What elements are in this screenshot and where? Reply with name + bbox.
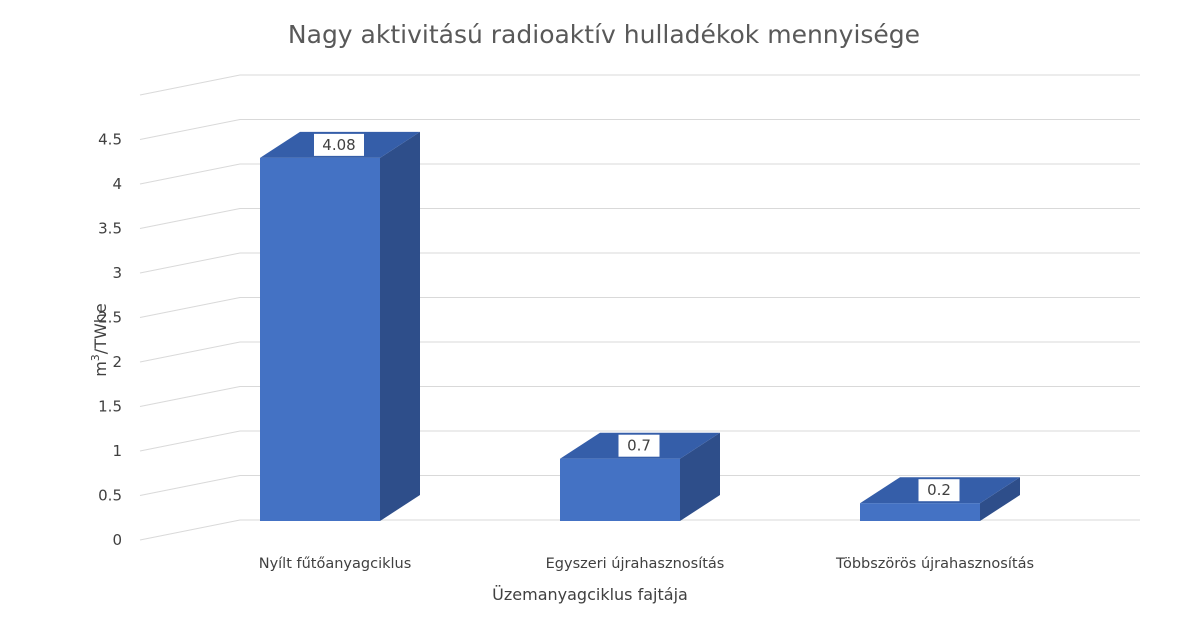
data-label: 0.7: [627, 437, 651, 455]
x-tick-label: Egyszeri újrahasznosítás: [546, 556, 725, 572]
y-tick-label: 4: [112, 175, 122, 193]
y-tick-label: 4.5: [98, 131, 122, 149]
y-tick-label: 0: [112, 531, 122, 549]
bar-group: [560, 432, 720, 521]
gridline: [139, 252, 1140, 274]
gridline: [139, 430, 1140, 452]
data-labels: 4.08 0.7 0.2: [314, 133, 960, 502]
bar: [560, 458, 680, 521]
bar: [860, 503, 980, 521]
bar-side-face: [380, 131, 420, 521]
bar-side-face: [680, 432, 720, 521]
gridline: [139, 475, 1140, 496]
y-tick-label: 1: [112, 442, 122, 460]
y-axis-title-superscript: 3: [89, 354, 102, 361]
y-tick-label: 1.5: [98, 398, 122, 416]
gridline: [139, 74, 1140, 96]
y-tick-label: 0.5: [98, 487, 122, 505]
data-label: 4.08: [322, 136, 355, 154]
data-label-group: 0.2: [918, 479, 960, 502]
y-tick-label: 2.5: [98, 309, 122, 327]
data-label-box: [918, 479, 960, 502]
gridline: [139, 208, 1140, 229]
y-tick-label: 3.5: [98, 220, 122, 238]
y-axis-title: m3/TWhe: [89, 303, 110, 377]
gridline: [139, 519, 1140, 541]
data-label-box: [314, 133, 364, 156]
bar: [260, 157, 380, 521]
x-axis-title: Üzemanyagciklus fajtája: [492, 585, 688, 604]
x-axis-categories: Nyílt fűtőanyagciklus Egyszeri újrahaszno…: [259, 556, 1034, 572]
data-label-group: 4.08: [314, 133, 364, 156]
bar-side-face: [980, 477, 1020, 521]
chart-title: Nagy aktivitású radioaktív hulladékok me…: [288, 20, 920, 49]
y-axis-ticks: 0 0.5 1 1.5 2 2.5 3 3.5 4 4.5: [98, 131, 122, 550]
gridlines: [139, 74, 1140, 541]
gridline: [139, 119, 1140, 140]
bar-group: [260, 131, 420, 521]
y-tick-label: 2: [112, 353, 122, 371]
y-tick-label: 3: [112, 264, 122, 282]
gridline: [139, 163, 1140, 185]
x-tick-label: Többszörös újrahasznosítás: [835, 556, 1034, 572]
x-tick-label: Nyílt fűtőanyagciklus: [259, 556, 412, 572]
data-label-group: 0.7: [618, 434, 660, 457]
data-label-box: [618, 434, 660, 457]
gridline: [139, 386, 1140, 407]
data-label: 0.2: [927, 481, 951, 499]
gridline: [139, 341, 1140, 363]
gridline: [139, 297, 1140, 318]
y-axis-title-unit: /TWhe: [91, 303, 110, 354]
y-axis-title-base: m: [91, 361, 110, 377]
